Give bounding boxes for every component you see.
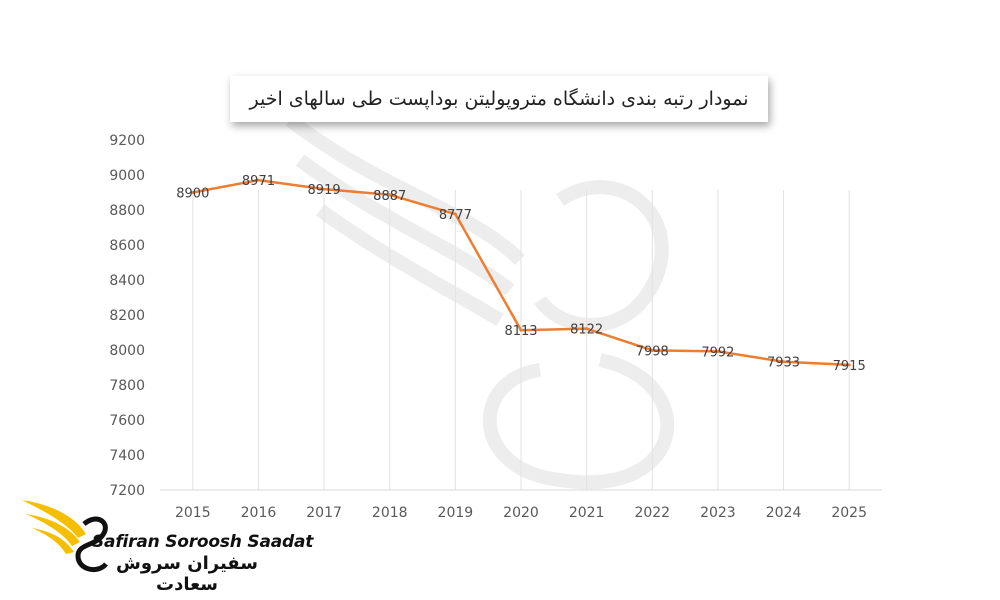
x-tick-label: 2021 <box>569 505 605 521</box>
x-tick-label: 2016 <box>241 505 277 521</box>
logo-name-en: Safiran Soroosh Saadat <box>92 532 314 552</box>
data-point <box>256 178 260 182</box>
data-label: 8919 <box>308 183 341 198</box>
axes: 7200 7400 7600 7800 8000 8200 8400 8600 8800 9000… <box>109 133 882 521</box>
data-label: 8971 <box>242 174 275 189</box>
data-label: 8777 <box>439 208 472 223</box>
data-point <box>519 328 523 332</box>
x-tick-label: 2015 <box>175 505 211 521</box>
data-point <box>650 348 654 352</box>
data-label: 8887 <box>373 189 406 204</box>
data-point <box>782 360 786 364</box>
data-label: 7998 <box>636 344 669 359</box>
x-tick-label: 2022 <box>634 505 670 521</box>
logo-name-fa: سفیران سروش سعادت <box>116 553 258 595</box>
y-tick-label: 9000 <box>109 168 145 184</box>
gridlines <box>192 190 850 490</box>
data-point <box>585 327 589 331</box>
chart-title: نمودار رتبه بندی دانشگاه متروپولیتن بودا… <box>230 76 768 122</box>
data-point <box>322 187 326 191</box>
data-point <box>847 363 851 367</box>
y-tick-label: 7800 <box>109 378 145 394</box>
x-tick-label: 2017 <box>306 505 342 521</box>
data-point <box>453 212 457 216</box>
data-label: 7992 <box>701 345 734 360</box>
y-tick-label: 7200 <box>109 483 145 499</box>
series-layer <box>191 178 851 367</box>
y-tick-label: 8000 <box>109 343 145 359</box>
y-tick-label: 7400 <box>109 448 145 464</box>
data-label: 7915 <box>833 359 866 374</box>
data-label: 7933 <box>767 356 800 371</box>
y-tick-label: 8200 <box>109 308 145 324</box>
y-tick-label: 8800 <box>109 203 145 219</box>
data-point <box>191 191 195 194</box>
data-point <box>388 193 392 197</box>
y-tick-label: 8400 <box>109 273 145 289</box>
x-tick-label: 2025 <box>831 505 867 521</box>
x-tick-label: 2023 <box>700 505 736 521</box>
data-label: 8900 <box>176 187 209 202</box>
x-tick-label: 2024 <box>766 505 802 521</box>
data-label: 8122 <box>570 323 603 338</box>
y-tick-label: 8600 <box>109 238 145 254</box>
data-point <box>716 349 720 353</box>
x-tick-label: 2018 <box>372 505 408 521</box>
x-tick-label: 2019 <box>438 505 474 521</box>
y-tick-label: 9200 <box>109 133 145 149</box>
data-label: 8113 <box>504 324 537 339</box>
x-tick-label: 2020 <box>503 505 539 521</box>
data-labels: 8900 8971 8919 8887 8777 8113 8122 7998 7992 7933… <box>176 174 865 374</box>
logo-wing-icon <box>22 500 108 573</box>
y-tick-label: 7600 <box>109 413 145 429</box>
